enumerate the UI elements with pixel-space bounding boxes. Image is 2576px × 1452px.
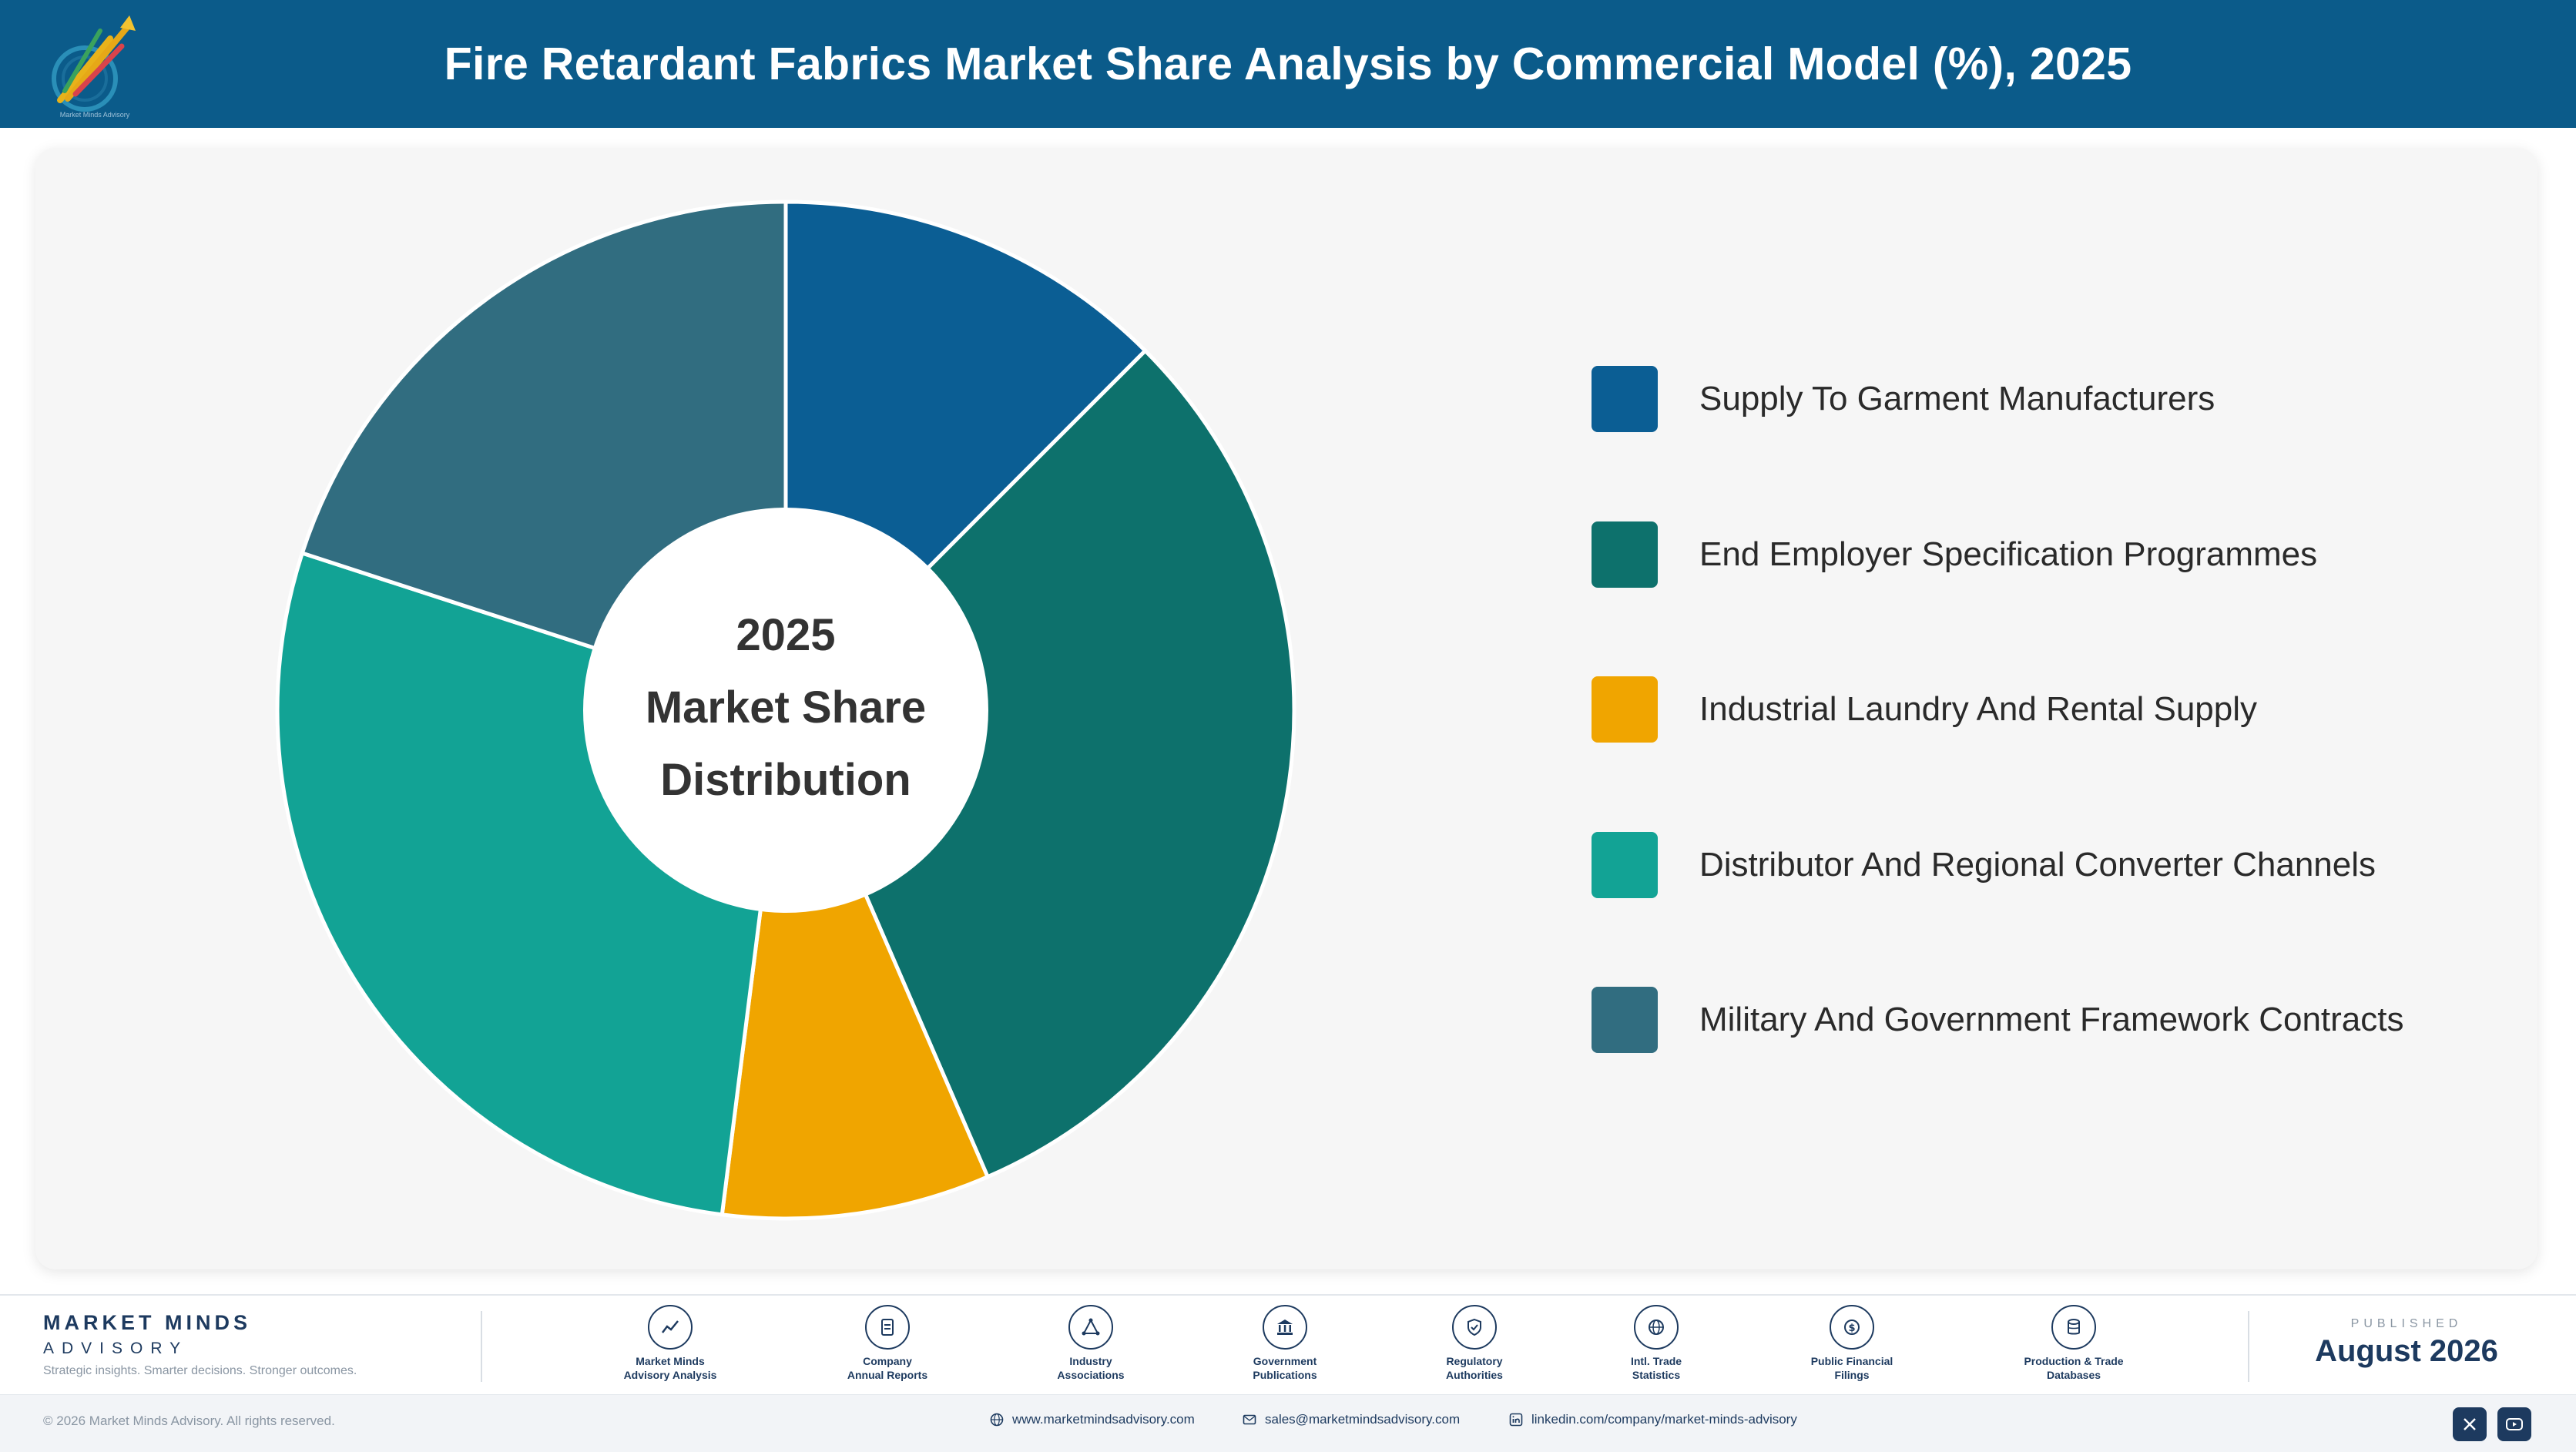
document-icon [881, 1319, 894, 1336]
legend-swatch [1592, 832, 1658, 898]
source-line2: Filings [1834, 1369, 1870, 1381]
center-label-year: 2025 [736, 610, 835, 660]
source-line2: Publications [1253, 1369, 1317, 1381]
center-label-line3: Distribution [660, 755, 911, 805]
source-line1: Regulatory [1446, 1355, 1503, 1367]
bottom-bar: © 2026 Market Minds Advisory. All rights… [0, 1394, 2576, 1452]
source-government: Government Publications [1208, 1305, 1362, 1382]
chart-card: 2025 Market Share Distribution Supply To… [35, 148, 2537, 1269]
network-icon [1082, 1318, 1100, 1336]
legend-item-employer: End Employer Specification Programmes [1592, 521, 2317, 588]
shield-icon [1467, 1318, 1481, 1336]
published-block: PUBLISHED August 2026 [2306, 1317, 2507, 1369]
source-line2: Authorities [1446, 1369, 1503, 1381]
linkedin-text: linkedin.com/company/market-minds-adviso… [1531, 1412, 1797, 1427]
source-line2: Annual Reports [847, 1369, 928, 1381]
brand-name: MARKET MINDS [43, 1311, 251, 1334]
divider [481, 1311, 482, 1382]
page-title: Fire Retardant Fabrics Market Share Anal… [444, 39, 2132, 89]
copyright: © 2026 Market Minds Advisory. All rights… [43, 1413, 335, 1428]
brand-block: MARKET MINDS ADVISORY Strategic insights… [43, 1311, 357, 1378]
email-link[interactable]: sales@marketmindsadvisory.com [1242, 1412, 1460, 1427]
source-line2: Databases [2046, 1369, 2101, 1381]
source-line1: Industry [1069, 1355, 1112, 1367]
source-line1: Government [1253, 1355, 1317, 1367]
source-advisory: Market Minds Advisory Analysis [593, 1305, 747, 1382]
source-company: Company Annual Reports [810, 1305, 964, 1382]
building-icon [1277, 1320, 1293, 1335]
source-line1: Production & Trade [2024, 1355, 2124, 1367]
header-bar: Market Minds Advisory Fire Retardant Fab… [0, 0, 2576, 128]
trend-line-icon [662, 1320, 679, 1333]
legend-swatch [1592, 676, 1658, 743]
legend-item-garment: Supply To Garment Manufacturers [1592, 366, 2215, 432]
linkedin-link[interactable]: linkedin.com/company/market-minds-adviso… [1508, 1412, 1797, 1427]
website-link[interactable]: www.marketmindsadvisory.com [989, 1412, 1195, 1427]
divider [2248, 1311, 2249, 1382]
source-financial: $ Public Financial Filings [1775, 1305, 1929, 1382]
source-trade: Intl. Trade Statistics [1579, 1305, 1733, 1382]
logo-icon: Market Minds Advisory [52, 15, 136, 119]
legend-label: Industrial Laundry And Rental Supply [1699, 690, 2258, 728]
source-line1: Public Financial [1810, 1355, 1893, 1367]
footer: MARKET MINDS ADVISORY Strategic insights… [0, 1294, 2576, 1452]
x-social-button[interactable] [2453, 1407, 2487, 1441]
legend-item-military: Military And Government Framework Contra… [1592, 987, 2404, 1053]
source-industry: Industry Associations [1014, 1305, 1168, 1382]
svg-text:$: $ [1848, 1323, 1855, 1334]
youtube-icon [2506, 1418, 2523, 1430]
brand-tagline: Strategic insights. Smarter decisions. S… [43, 1364, 357, 1377]
center-label-line2: Market Share [646, 682, 926, 733]
source-line2: Statistics [1632, 1369, 1681, 1381]
source-regulatory: Regulatory Authorities [1397, 1305, 1551, 1382]
globe-icon [990, 1413, 1004, 1427]
source-line2: Associations [1057, 1369, 1125, 1381]
source-line1: Company [863, 1355, 912, 1367]
brand-sub: ADVISORY [43, 1340, 189, 1357]
linkedin-icon [1509, 1413, 1523, 1427]
logo-caption: Market Minds Advisory [60, 111, 130, 119]
youtube-social-button[interactable] [2497, 1407, 2531, 1441]
legend-swatch [1592, 366, 1658, 432]
legend-label: End Employer Specification Programmes [1699, 535, 2318, 573]
pie-slice-end-employer-specification-programmes [783, 347, 1296, 1180]
legend-label: Military And Government Framework Contra… [1699, 1001, 2404, 1038]
published-date: August 2026 [2315, 1334, 2498, 1368]
source-line2: Advisory Analysis [623, 1369, 717, 1381]
email-text: sales@marketmindsadvisory.com [1265, 1412, 1461, 1427]
published-label: PUBLISHED [2350, 1317, 2463, 1330]
legend-item-distributor: Distributor And Regional Converter Chann… [1592, 832, 2376, 898]
legend-swatch [1592, 521, 1658, 588]
legend-item-laundry: Industrial Laundry And Rental Supply [1592, 676, 2257, 743]
globe-icon [1649, 1320, 1664, 1335]
dollar-icon: $ [1844, 1320, 1860, 1335]
legend-label: Distributor And Regional Converter Chann… [1699, 846, 2376, 884]
database-icon [2068, 1319, 2080, 1335]
source-production: Production & Trade Databases [1997, 1305, 2151, 1382]
legend-label: Supply To Garment Manufacturers [1699, 380, 2215, 417]
source-line1: Intl. Trade [1630, 1355, 1682, 1367]
x-logo-icon [2464, 1418, 2476, 1430]
website-text: www.marketmindsadvisory.com [1012, 1412, 1195, 1427]
donut-hole [583, 508, 988, 913]
source-line1: Market Minds [636, 1355, 705, 1367]
donut-chart: 2025 Market Share Distribution [275, 200, 1296, 1221]
mail-icon [1243, 1414, 1256, 1425]
legend-swatch [1592, 987, 1658, 1053]
